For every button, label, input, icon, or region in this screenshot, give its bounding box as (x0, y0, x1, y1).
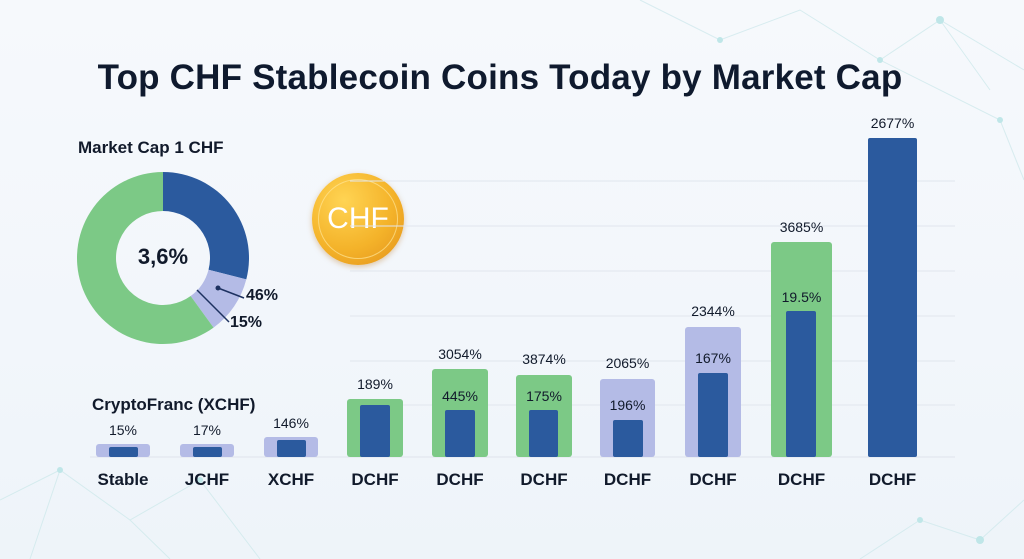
bar-inner-3 (360, 405, 390, 457)
category-label-3: DCHF (351, 470, 398, 489)
donut-slice-0 (163, 172, 250, 280)
bar-outer-label-8: 3685% (780, 219, 824, 235)
chf-coin-icon: CHF (312, 173, 404, 265)
donut-slice-label-lavender: 46% (246, 287, 279, 304)
bar-outer-label-7: 2344% (691, 303, 735, 319)
bar-inner-label-8: 19.5% (782, 289, 822, 305)
bar-outer-label-0: 15% (109, 422, 137, 438)
category-label-9: DCHF (869, 470, 916, 489)
donut-chart (77, 172, 250, 344)
donut-center-label: 3,6% (137, 244, 189, 269)
bar-outer-label-1: 17% (193, 422, 221, 438)
bar-outer-label-9: 2677% (871, 115, 915, 131)
bar-inner-label-4: 445% (442, 388, 478, 404)
bar-outer-label-4: 3054% (438, 346, 482, 362)
bar-outer-label-2: 146% (273, 415, 309, 431)
category-label-2: XCHF (268, 470, 314, 489)
bar-outer-label-5: 3874% (522, 351, 566, 367)
bar-inner-7 (698, 373, 728, 457)
bar-inner-5 (529, 410, 558, 457)
category-label-6: DCHF (604, 470, 651, 489)
bar-inner-label-6: 196% (610, 397, 646, 413)
coin-label: CHF (318, 179, 398, 259)
bar-inner-6 (613, 420, 643, 457)
leader-line-lavender (217, 287, 245, 299)
leader-line-green (196, 289, 230, 323)
category-label-0: Stable (97, 470, 148, 489)
bar-outer-label-6: 2065% (606, 355, 650, 371)
donut-slice-2 (77, 172, 214, 344)
bar-inner-1 (193, 447, 222, 457)
bar-inner-9 (868, 138, 917, 457)
bar-inner-2 (277, 440, 306, 457)
bar-inner-label-5: 175% (526, 388, 562, 404)
category-label-1: JCHF (185, 470, 229, 489)
donut-slice-1 (190, 269, 247, 328)
bar-inner-8 (786, 311, 816, 457)
category-label-5: DCHF (520, 470, 567, 489)
chart-title: Top CHF Stablecoin Coins Today by Market… (97, 58, 903, 97)
series-title: CryptoFranc (XCHF) (92, 395, 256, 414)
donut-slice-label-green: 15% (230, 314, 263, 331)
pie-title: Market Cap 1 CHF (78, 138, 224, 157)
category-label-7: DCHF (689, 470, 736, 489)
bar-inner-4 (445, 410, 475, 457)
bar-inner-0 (109, 447, 138, 457)
category-label-8: DCHF (778, 470, 825, 489)
category-label-4: DCHF (436, 470, 483, 489)
bar-outer-label-3: 189% (357, 376, 393, 392)
bar-inner-label-7: 167% (695, 350, 731, 366)
